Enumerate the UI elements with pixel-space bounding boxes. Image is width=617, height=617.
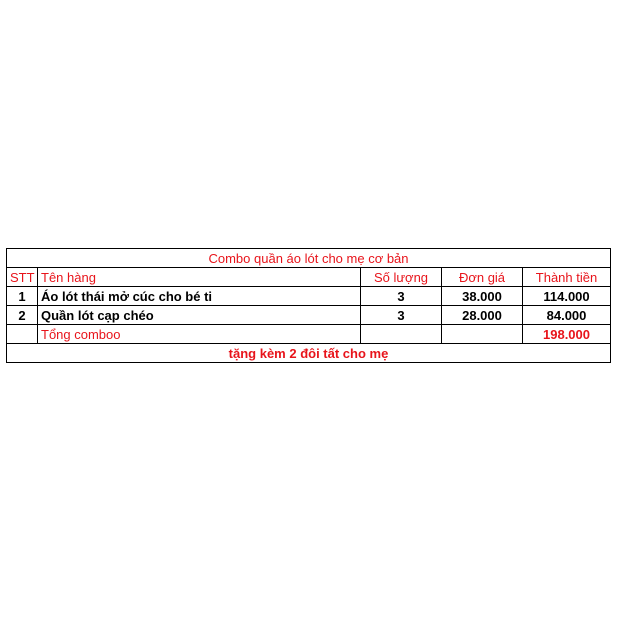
header-name: Tên hàng <box>37 267 361 287</box>
summary-empty <box>360 324 442 344</box>
footer-row: tặng kèm 2 đôi tất cho mẹ <box>5 343 612 363</box>
gift-note: tặng kèm 2 đôi tất cho mẹ <box>5 343 612 363</box>
cell-price: 38.000 <box>441 286 523 306</box>
header-total: Thành tiền <box>521 267 612 287</box>
cell-name: Quần lót cạp chéo <box>37 305 361 325</box>
summary-label: Tổng comboo <box>37 324 361 344</box>
cell-total: 114.000 <box>521 286 612 306</box>
summary-row: Tổng comboo 198.000 <box>6 324 612 344</box>
cell-name: Áo lót thái mở cúc cho bé ti <box>37 286 361 306</box>
cell-qty: 3 <box>360 305 442 325</box>
header-row: STT Tên hàng Số lượng Đơn giá Thành tiền <box>6 267 612 287</box>
summary-empty <box>6 324 38 344</box>
cell-price: 28.000 <box>441 305 523 325</box>
title-row: Combo quần áo lót cho mẹ cơ bản <box>5 248 612 268</box>
cell-total: 84.000 <box>521 305 612 325</box>
table-row: 2 Quần lót cạp chéo 3 28.000 84.000 <box>6 305 612 325</box>
cell-stt: 2 <box>6 305 38 325</box>
header-stt: STT <box>6 267 38 287</box>
summary-total: 198.000 <box>521 324 612 344</box>
summary-empty <box>441 324 523 344</box>
combo-price-table: Combo quần áo lót cho mẹ cơ bản STT Tên … <box>5 248 612 363</box>
cell-qty: 3 <box>360 286 442 306</box>
header-qty: Số lượng <box>360 267 442 287</box>
table-title: Combo quần áo lót cho mẹ cơ bản <box>5 248 612 268</box>
table-row: 1 Áo lót thái mở cúc cho bé ti 3 38.000 … <box>6 286 612 306</box>
cell-stt: 1 <box>6 286 38 306</box>
header-price: Đơn giá <box>441 267 523 287</box>
